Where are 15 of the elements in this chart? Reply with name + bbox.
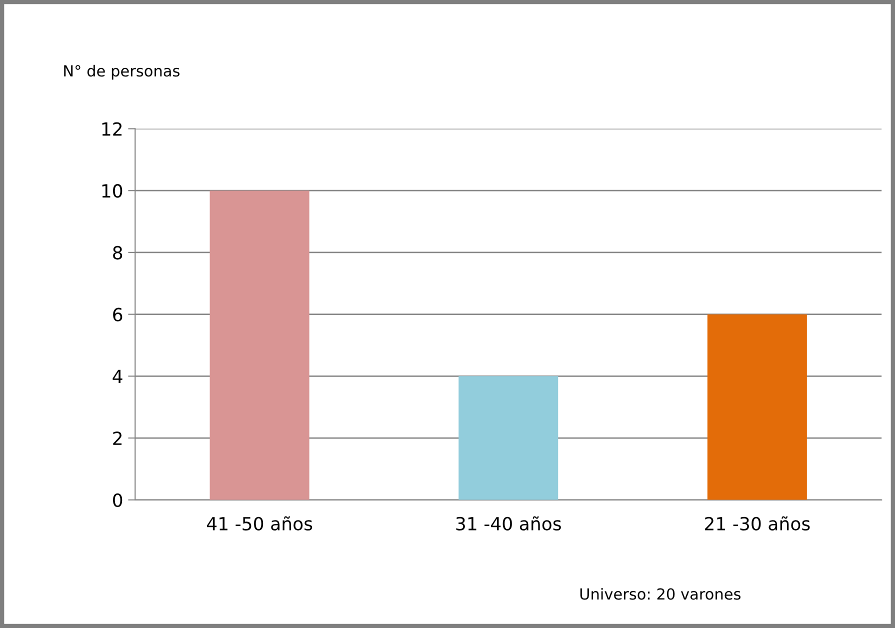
x-tick-label: 31 -40 años xyxy=(456,516,561,531)
x-tick-label: 41 -50 años xyxy=(206,516,312,531)
y-tick-label: 0 xyxy=(113,493,122,508)
bar xyxy=(458,376,558,500)
bar xyxy=(210,190,310,500)
y-tick-label: 6 xyxy=(113,308,122,322)
y-axis-title: N° de personas xyxy=(64,64,180,80)
text: Universo: 20 varones xyxy=(580,588,740,600)
y-tick-label: 10 xyxy=(102,184,122,198)
y-tick-label: 12 xyxy=(102,122,122,136)
x-tick-label: 21 -30 años xyxy=(705,516,810,531)
bar xyxy=(707,314,807,500)
y-tick-label: 4 xyxy=(112,370,122,384)
y-tick-label: 2 xyxy=(113,431,122,445)
y-tick-label: 8 xyxy=(113,246,122,260)
